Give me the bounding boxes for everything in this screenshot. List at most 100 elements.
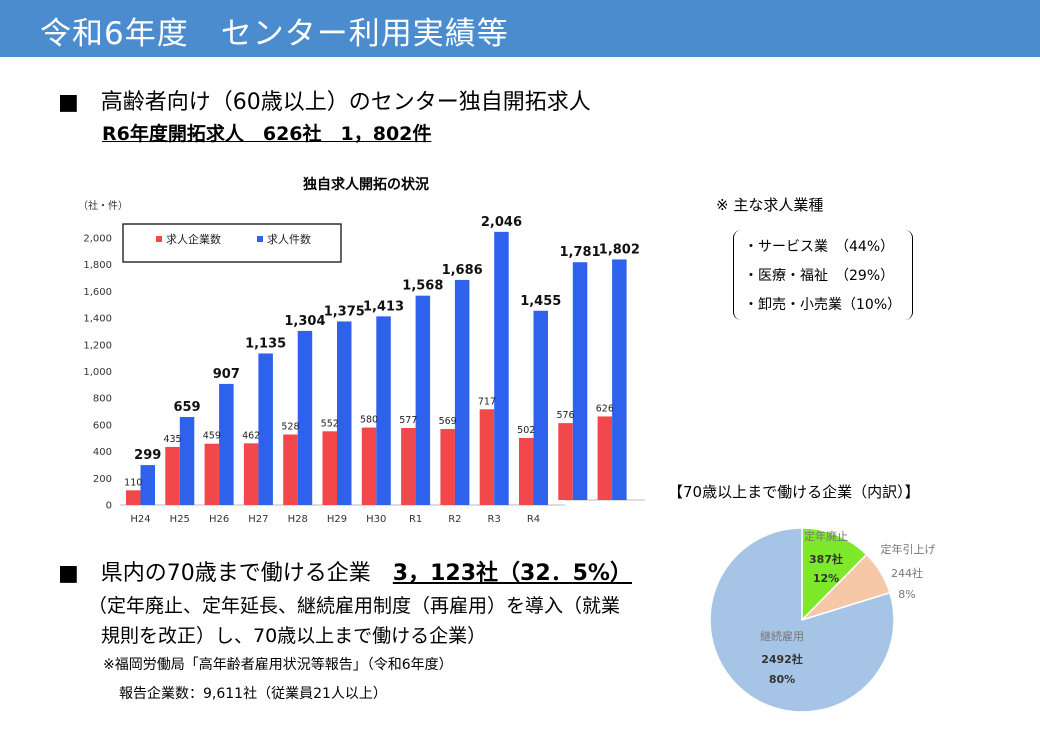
- section2-heading-prefix: ■ 県内の70歳まで働ける企業: [58, 561, 393, 586]
- data-label-companies: 552: [321, 418, 339, 429]
- industries-title: ※ 主な求人業種: [716, 196, 824, 214]
- data-label-jobs: 1,413: [363, 299, 404, 314]
- data-label-jobs: 1,375: [324, 304, 365, 319]
- bar-jobs: [415, 295, 431, 505]
- x-tick-label: R4: [527, 514, 540, 525]
- section2-heading-value: 3，123社（32．5%）: [392, 561, 632, 586]
- section2-note-source: ※福岡労働局「高年齢者雇用状況等報告」（令和6年度）: [103, 657, 453, 673]
- legend-label-jobs: 求人件数: [267, 233, 311, 246]
- y-tick-label: 1,800: [83, 260, 112, 271]
- x-tick-label: H27: [248, 514, 268, 525]
- legend-swatch-companies: [156, 236, 162, 242]
- bar-companies: [401, 427, 416, 505]
- bar-companies: [204, 443, 220, 505]
- pie-label-continued-percent: 80%: [769, 673, 795, 686]
- data-label-companies: 577: [399, 415, 417, 426]
- data-label-jobs: 1,781: [559, 245, 600, 260]
- pie-label-abolition-percent: 12%: [813, 572, 839, 585]
- legend-label-companies: 求人企業数: [166, 232, 221, 246]
- bar-jobs: [258, 353, 273, 505]
- pie-label-raise-percent: 8%: [898, 588, 915, 601]
- x-tick-label: H29: [327, 514, 347, 525]
- x-tick-label: R1: [409, 514, 422, 525]
- data-label-companies: 569: [439, 416, 457, 427]
- data-label-jobs: 1,135: [245, 336, 286, 351]
- bar-companies: [361, 427, 377, 505]
- section2-description-line2: 規則を改正）し、70歳以上まで働ける企業）: [101, 625, 487, 647]
- pie-slice: [801, 553, 891, 621]
- data-label-jobs: 659: [173, 400, 200, 415]
- x-tick-label: H30: [366, 514, 386, 525]
- bar-jobs: [179, 417, 195, 505]
- y-tick-label: 2,000: [83, 234, 112, 245]
- section2-heading: ■ 県内の70歳まで働ける企業 3，123社（32．5%）: [58, 555, 632, 587]
- data-label-jobs: 2,046: [481, 215, 522, 230]
- bar-companies: [479, 409, 495, 505]
- bar-jobs: [219, 383, 234, 505]
- x-tick-label: H28: [288, 514, 308, 525]
- bar-jobs: [572, 262, 588, 500]
- y-tick-label: 800: [93, 394, 112, 405]
- pie-slice: [801, 527, 868, 622]
- x-tick-label: R2: [448, 514, 461, 525]
- industries-list: ・サービス業 （44%） ・医療・福祉 （29%） ・卸売・小売業（10%）: [733, 230, 913, 320]
- bar-companies: [243, 443, 259, 505]
- bar-companies: [322, 431, 337, 505]
- bar-jobs: [337, 321, 352, 505]
- data-label-companies: 459: [203, 431, 221, 442]
- legend-swatch-jobs: [257, 236, 263, 242]
- bar-jobs: [454, 279, 470, 505]
- y-tick-label: 0: [106, 501, 112, 512]
- y-tick-label: 400: [93, 447, 112, 458]
- data-label-jobs: 907: [213, 367, 240, 382]
- section2-description-line1: （定年廃止、定年延長、継続雇用制度（再雇用）を導入（就業: [88, 595, 621, 617]
- page-title: 令和6年度 センター利用実績等: [40, 16, 509, 52]
- bar-jobs: [494, 231, 509, 505]
- bar-companies: [126, 490, 141, 505]
- bar-companies: [440, 429, 455, 505]
- data-label-companies: 717: [478, 396, 496, 407]
- y-tick-label: 600: [93, 420, 112, 431]
- data-label-companies: 435: [163, 434, 181, 445]
- data-label-jobs: 1,686: [442, 263, 483, 278]
- bar-companies: [519, 437, 534, 505]
- y-tick-label: 1,200: [83, 340, 112, 351]
- title-bar: 令和6年度 センター利用実績等: [0, 0, 1040, 57]
- y-tick-label: 1,000: [83, 367, 112, 378]
- section1-heading: ■ 高齢者向け（60歳以上）のセンター独自開拓求人: [58, 90, 591, 115]
- y-tick-label: 1,400: [83, 314, 112, 325]
- industry-item-retail: ・卸売・小売業（10%）: [744, 297, 902, 313]
- bar-jobs: [533, 310, 548, 505]
- y-axis-unit-label: （社・件）: [78, 199, 128, 212]
- data-label-companies: 626: [596, 403, 614, 414]
- section2-note-count: 報告企業数：9,611社（従業員21人以上）: [119, 686, 387, 702]
- data-label-jobs: 1,568: [402, 279, 443, 294]
- pie-label-raise-value: 244社: [891, 566, 923, 580]
- bar-companies: [597, 416, 613, 500]
- data-label-companies: 502: [517, 425, 535, 436]
- industry-item-medical: ・医療・福祉 （29%）: [744, 268, 895, 284]
- x-tick-label: H25: [170, 514, 190, 525]
- pie-label-raise-name: 定年引上げ: [881, 542, 936, 556]
- pie-label-continued-value: 2492社: [761, 652, 803, 666]
- x-tick-label: H26: [209, 514, 229, 525]
- bar-companies: [558, 423, 573, 500]
- x-tick-label: R3: [488, 514, 501, 525]
- pie-label-abolition-value: 387社: [809, 552, 843, 566]
- bar-companies: [283, 434, 298, 505]
- data-label-companies: 580: [360, 415, 378, 426]
- data-label-jobs: 1,304: [284, 314, 325, 329]
- bar-chart-title: 独自求人開拓の状況: [303, 176, 429, 193]
- pie-label-abolition-name: 定年廃止: [804, 529, 848, 543]
- section1-subheading: R6年度開拓求人 626社 1，802件: [102, 123, 432, 145]
- pie-chart-title: 【70歳以上まで働ける企業（内訳）】: [668, 483, 920, 501]
- bar-jobs: [140, 465, 155, 505]
- pie-slice: [709, 527, 895, 713]
- data-label-jobs: 1,455: [520, 294, 561, 309]
- bar-jobs: [376, 316, 391, 505]
- pie-label-continued-name: 継続雇用: [760, 629, 804, 643]
- data-label-companies: 462: [242, 430, 260, 441]
- y-tick-label: 1,600: [83, 287, 112, 298]
- bar-jobs: [297, 330, 313, 505]
- industry-item-service: ・サービス業 （44%）: [744, 239, 895, 255]
